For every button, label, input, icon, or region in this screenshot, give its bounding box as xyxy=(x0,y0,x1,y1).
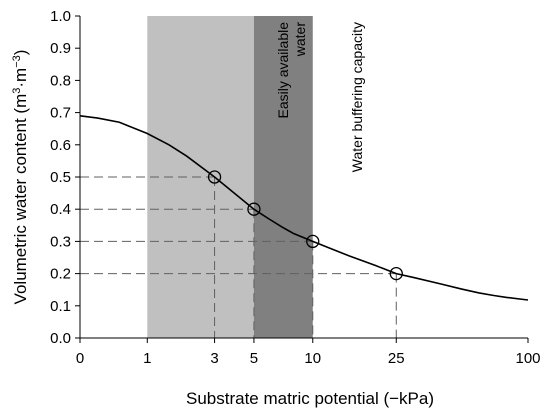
y-axis-title-sup1: 3 xyxy=(11,88,23,94)
data-point-1 xyxy=(247,202,261,216)
y-tick-label-8: 0.8 xyxy=(50,72,71,89)
x-tick-label-3: 5 xyxy=(250,350,258,367)
retention-curve xyxy=(79,115,529,301)
x-tick-label-4: 10 xyxy=(304,350,321,367)
x-tick-label-0: 0 xyxy=(76,350,84,367)
band-label-easily-available-line2: water xyxy=(292,22,308,58)
x-tick-label-5: 25 xyxy=(388,350,405,367)
band-label-water-buffering: Water buffering capacity xyxy=(349,22,365,172)
x-tick-label-1: 1 xyxy=(143,350,151,367)
y-tick-label-3: 0.3 xyxy=(50,233,71,250)
y-tick-label-5: 0.5 xyxy=(50,169,71,186)
data-point-2 xyxy=(306,234,320,249)
axes-layer xyxy=(75,15,529,343)
data-point-0 xyxy=(207,170,222,184)
y-axis-title-sup2: −3 xyxy=(11,55,23,68)
curve-layer xyxy=(79,115,529,301)
x-tick-label-6: 100 xyxy=(515,350,540,367)
y-tick-label-10: 1.0 xyxy=(50,8,71,25)
x-tick-label-2: 3 xyxy=(210,350,218,367)
y-axis-title-mid: ·m xyxy=(11,68,30,88)
y-tick-label-0: 0.0 xyxy=(50,330,71,347)
y-tick-label-6: 0.6 xyxy=(50,137,71,154)
y-axis-title: Volumetric water content (m3·m−3) xyxy=(11,50,30,305)
guide-lines-layer xyxy=(80,176,397,338)
band-label-easily-available-line1: Easily available xyxy=(275,22,291,119)
data-point-3 xyxy=(389,266,403,281)
y-tick-label-2: 0.2 xyxy=(50,266,71,283)
y-axis-title-end: ) xyxy=(11,50,30,56)
y-tick-label-1: 0.1 xyxy=(50,298,71,315)
x-axis-title: Substrate matric potential (−kPa) xyxy=(186,389,434,408)
y-axis-title-main: Volumetric water content (m xyxy=(11,94,30,305)
y-tick-label-9: 0.9 xyxy=(50,40,71,57)
points-layer xyxy=(207,170,403,281)
bands-layer xyxy=(147,16,313,338)
labels-layer: Easily available water Water buffering cap… xyxy=(11,8,541,408)
y-tick-label-7: 0.7 xyxy=(50,105,71,122)
band-water-buffering-capacity xyxy=(253,16,313,338)
y-tick-label-4: 0.4 xyxy=(50,201,71,218)
